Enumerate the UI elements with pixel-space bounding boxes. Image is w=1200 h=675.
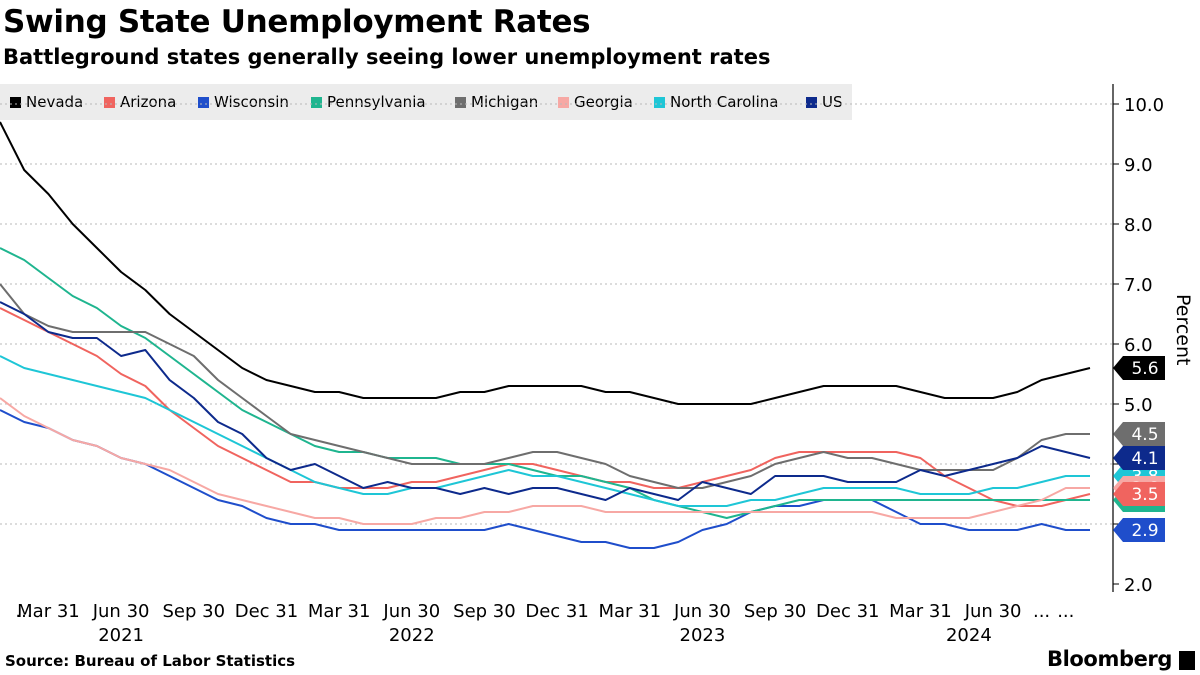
legend-swatch [10, 96, 21, 108]
x-tick-label: Dec 31 [235, 601, 298, 622]
legend-label: Wisconsin [214, 93, 289, 111]
y-axis-label: Percent [1172, 294, 1194, 366]
end-value-label: 2.9 [1131, 521, 1158, 541]
legend-label: Arizona [120, 93, 177, 111]
x-year-label: 2021 [98, 625, 144, 646]
end-label-badge [1113, 446, 1165, 470]
end-label-badge [1113, 482, 1165, 506]
legend-item-us: US [806, 93, 843, 111]
series-line-wisconsin [0, 409, 1090, 549]
y-tick-label: 6.0 [1124, 335, 1153, 356]
x-year-label: 2023 [680, 625, 726, 646]
end-value-label: 4.1 [1131, 449, 1158, 469]
end-label-badge [1113, 518, 1165, 542]
x-tick-label: Sep 30 [453, 601, 516, 622]
y-tick-label: 7.0 [1124, 275, 1153, 296]
legend-swatch [198, 96, 209, 108]
series-line-georgia [0, 397, 1090, 525]
series-line-arizona [0, 307, 1091, 507]
legend-label: North Carolina [670, 93, 779, 111]
brand-logo: Bloomberg [1047, 647, 1173, 671]
x-tick-label: Mar 31 [17, 601, 80, 622]
legend: Nevada Arizona Wisconsin Pennsylvania Mi… [0, 84, 852, 120]
legend-item-michigan: Michigan [455, 93, 538, 111]
legend-swatch [455, 96, 466, 108]
legend-label: US [822, 93, 843, 111]
legend-label: Pennsylvania [327, 93, 426, 111]
x-tick-label: Jun 30 [382, 601, 440, 622]
source-note: Source: Bureau of Labor Statistics [5, 652, 296, 670]
x-tick-label: ... [1033, 601, 1050, 622]
x-tick-label: ... [1057, 601, 1074, 622]
end-label-badge [1113, 422, 1165, 446]
legend-swatch [806, 96, 817, 108]
legend-item-wisconsin: Wisconsin [198, 93, 289, 111]
chart-subtitle: Battleground states generally seeing low… [3, 45, 771, 69]
end-value-labels: 3.83.43.62.93.54.14.55.6 [1113, 356, 1165, 542]
x-tick-labels: ...Mar 31 Jun 30 Sep 30 Dec 31 Mar 31 Jun 30 S… [15, 601, 1074, 646]
legend-swatch [654, 96, 665, 108]
legend-label: Georgia [574, 93, 633, 111]
x-tick-label: Jun 30 [92, 601, 150, 622]
legend-label: Michigan [471, 93, 539, 111]
x-tick-label: Jun 30 [673, 601, 731, 622]
x-tick-label: ... [15, 601, 32, 622]
x-tick-label: Dec 31 [816, 601, 879, 622]
y-tick-label: 2.0 [1124, 575, 1153, 596]
x-year-label: 2024 [946, 625, 992, 646]
legend-label: Nevada [26, 93, 84, 111]
x-tick-label: Mar 31 [598, 601, 661, 622]
chart-title: Swing State Unemployment Rates [3, 4, 591, 40]
legend-swatch [104, 96, 115, 108]
y-tick-label: 9.0 [1124, 155, 1153, 176]
y-tick-label: 8.0 [1124, 215, 1153, 236]
legend-item-pennsylvania: Pennsylvania [311, 93, 426, 111]
end-value-label: 4.5 [1131, 425, 1158, 445]
y-tick-label: 10.0 [1124, 95, 1164, 116]
x-tick-label: Jun 30 [964, 601, 1022, 622]
end-value-label: 3.5 [1131, 485, 1158, 505]
brand-mark-icon [1179, 651, 1195, 670]
x-tick-label: Mar 31 [308, 601, 371, 622]
x-year-label: 2022 [389, 625, 435, 646]
x-tick-label: Sep 30 [744, 601, 807, 622]
end-value-label: 5.6 [1131, 359, 1158, 379]
series-line-pennsylvania [0, 247, 1090, 519]
legend-item-arizona: Arizona [104, 93, 176, 111]
legend-swatch [558, 96, 569, 108]
y-tick-label: 5.0 [1124, 395, 1153, 416]
legend-item-georgia: Georgia [558, 93, 633, 111]
series-line-north-carolina [0, 355, 1090, 507]
x-tick-label: Sep 30 [162, 601, 225, 622]
x-tick-label: Mar 31 [889, 601, 952, 622]
legend-item-north-carolina: North Carolina [654, 93, 778, 111]
series-lines [0, 121, 1091, 549]
legend-swatch [311, 96, 322, 108]
x-tick-label: Dec 31 [525, 601, 588, 622]
series-line-us [0, 301, 1091, 501]
legend-item-nevada: Nevada [10, 93, 83, 111]
gridlines [0, 103, 1113, 525]
series-line-michigan [0, 283, 1090, 489]
end-label-badge [1113, 356, 1165, 380]
series-line-nevada [0, 121, 1091, 405]
